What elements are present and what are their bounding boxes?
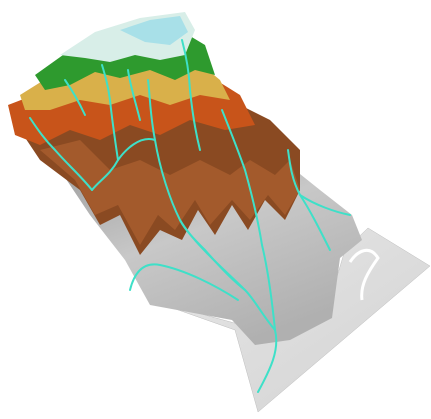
stream [221,109,276,331]
stream [129,263,239,301]
stream [299,194,351,216]
stream [29,117,93,191]
shoreline [348,248,380,301]
stream [64,79,86,116]
summit-highlight [120,16,188,45]
brown-ridge [40,140,300,245]
stream [181,39,201,151]
stream [127,69,141,121]
stream [101,64,119,161]
stream [179,219,246,291]
